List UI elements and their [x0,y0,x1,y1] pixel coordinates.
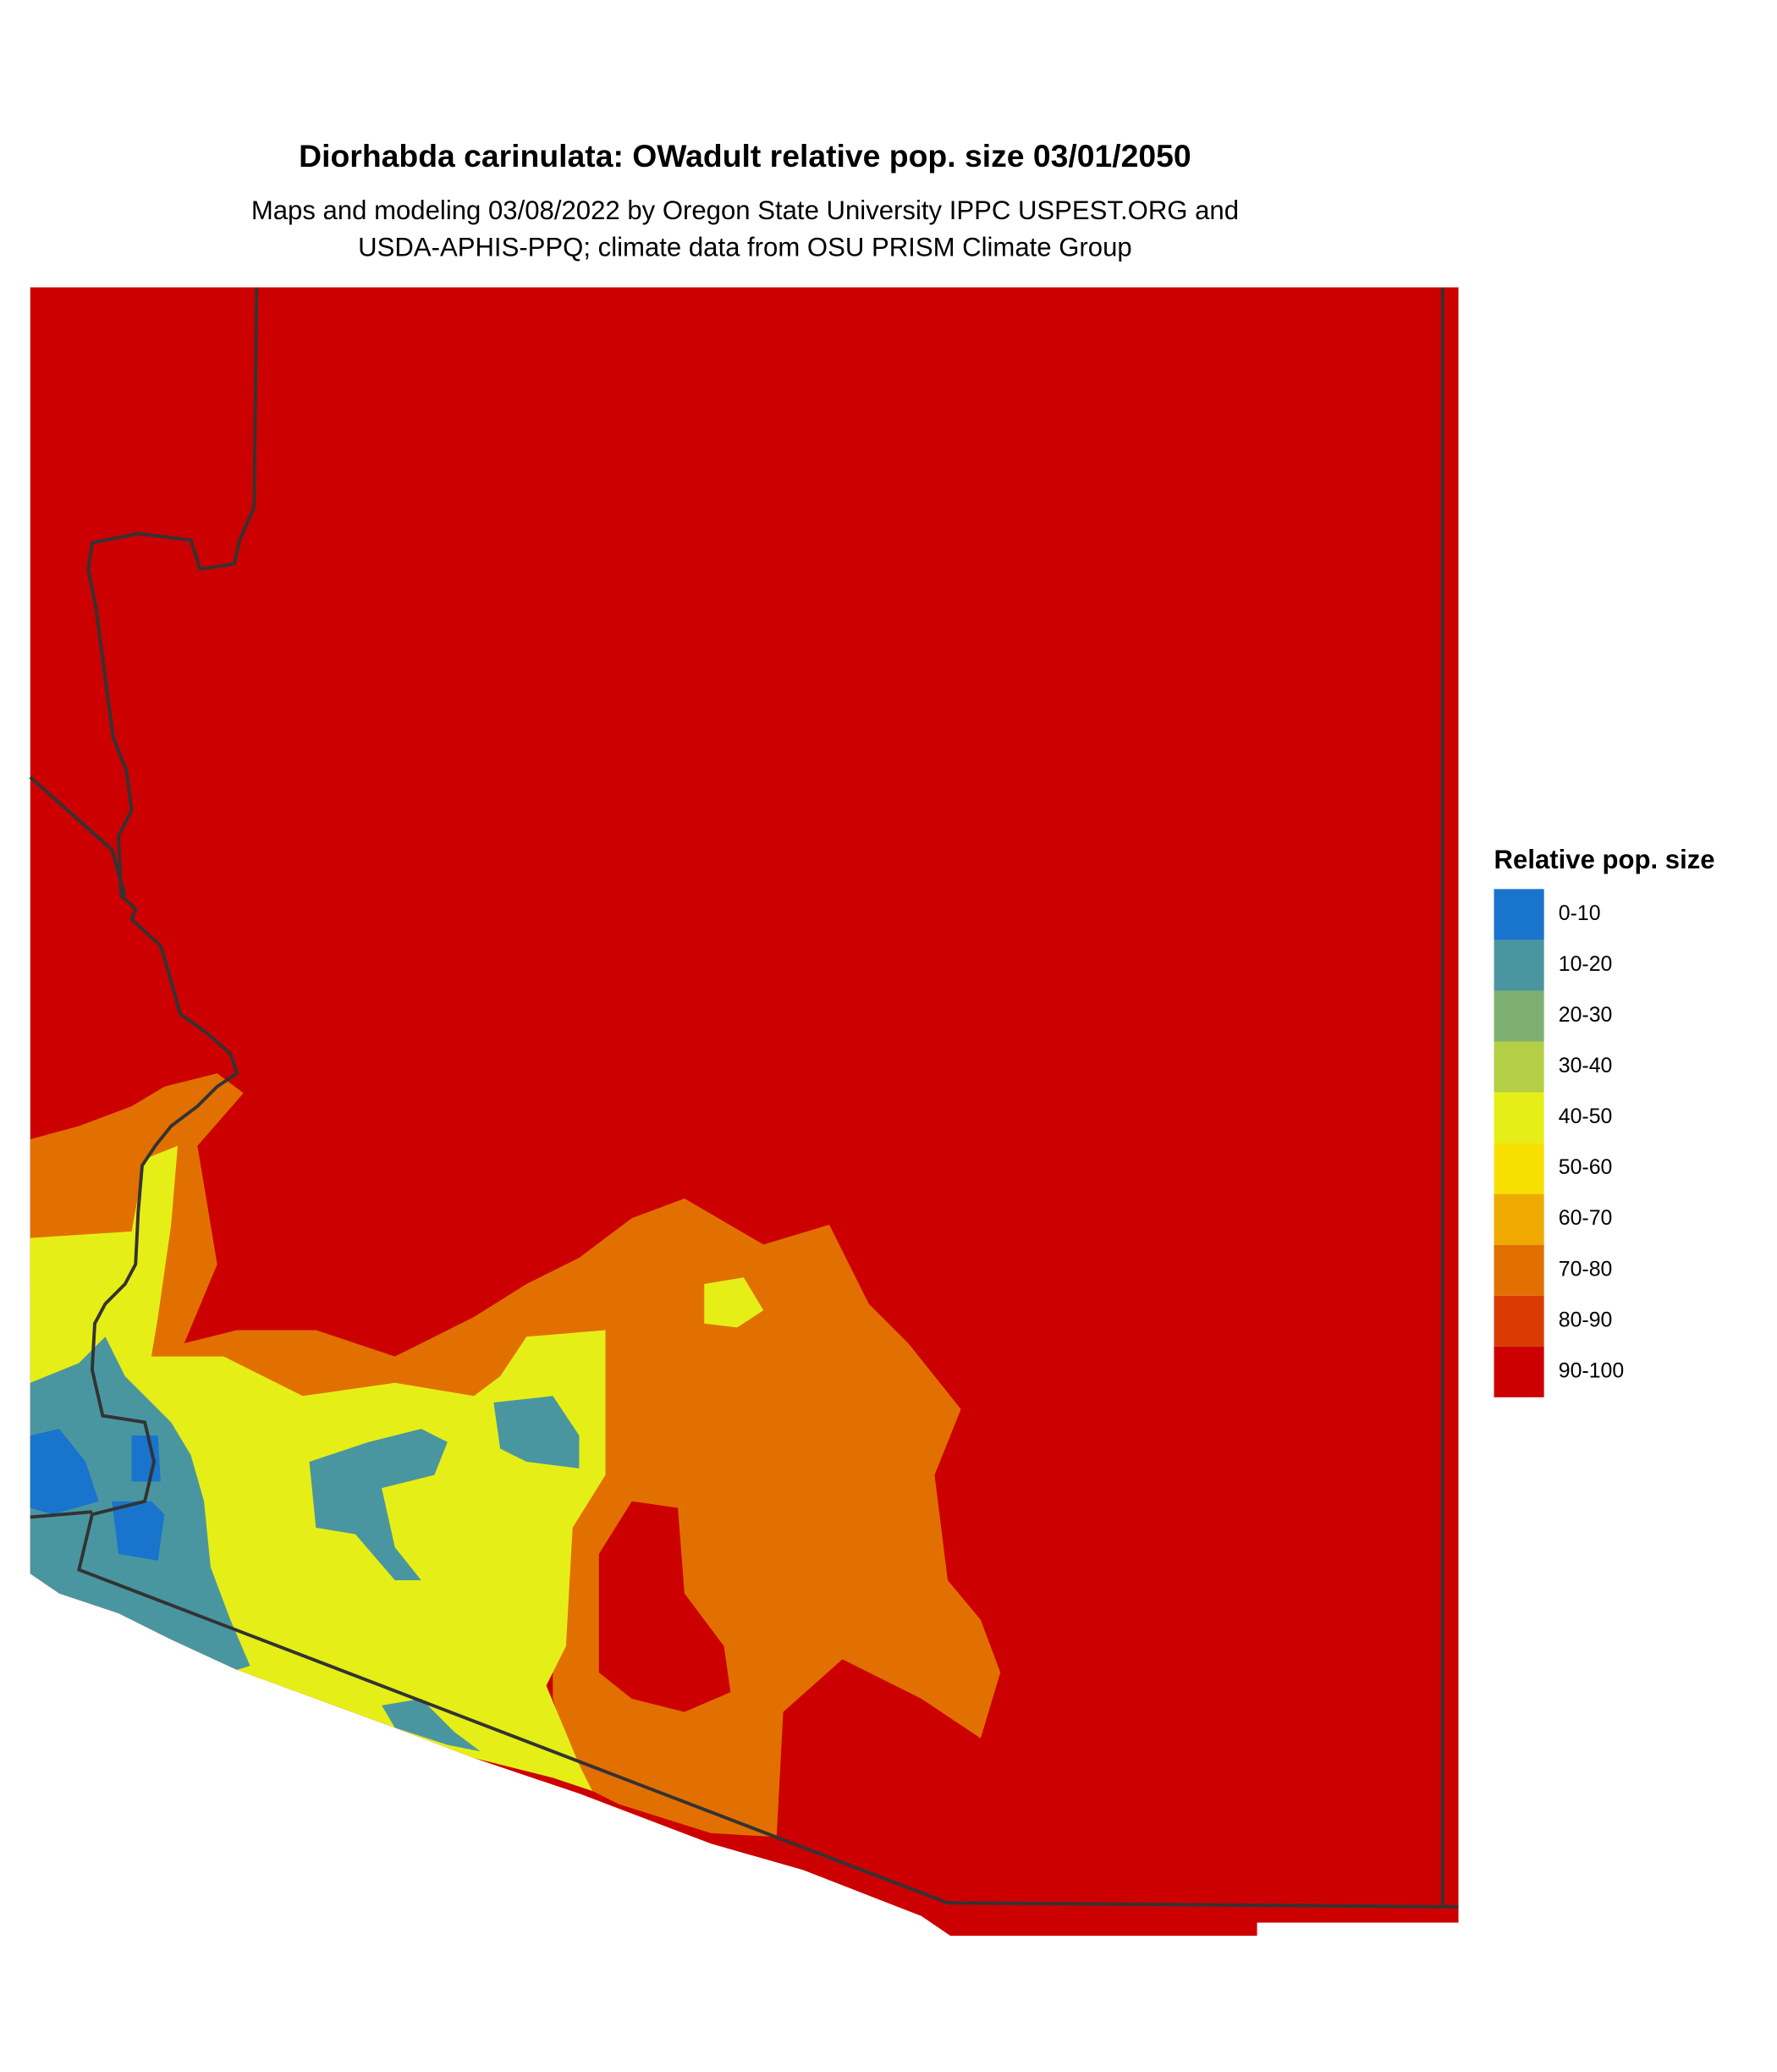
region-90-100-inner [598,1501,731,1712]
title: Diorhabda carinulata: OWadult relative p… [299,138,1191,174]
legend-swatch [1494,1143,1544,1194]
region-10-20-east [493,1396,580,1469]
region-0-10 [30,1429,99,1515]
legend-swatch [1494,1244,1544,1296]
subtitle: USDA-APHIS-PPQ; climate data from OSU PR… [358,233,1132,262]
region-40-50-east [704,1277,764,1328]
legend-swatch [1494,1092,1544,1143]
legend-label: 20-30 [1559,1003,1613,1027]
legend-label: 50-60 [1559,1155,1613,1179]
boundaries [29,287,1459,1909]
legend-label: 60-70 [1559,1206,1613,1230]
subtitle: Maps and modeling 03/08/2022 by Oregon S… [251,196,1239,225]
legend-label: 10-20 [1559,952,1613,976]
region-10-20-south [382,1699,481,1752]
legend-label: 0-10 [1559,901,1601,925]
region-10-20-mid [309,1429,448,1581]
legend-swatch [1494,1193,1544,1245]
legend-swatch [1494,990,1544,1042]
state-border [77,287,1459,1909]
state-border [29,775,127,896]
map [29,287,1459,1937]
legend-label: 70-80 [1559,1257,1613,1281]
legend-swatch [1494,940,1544,991]
state-border [30,1510,93,1519]
legend-title: Relative pop. size [1494,845,1715,874]
legend-swatch [1494,1041,1544,1093]
legend-label: 30-40 [1559,1054,1613,1077]
region-0-10-c [131,1435,161,1482]
legend: 0-10 10-20 20-30 30-40 40-50 50-60 60-70 70-80 8… [1494,889,1624,1397]
legend-swatch [1494,1295,1544,1347]
legend-label: 90-100 [1559,1358,1624,1382]
legend-swatch [1494,889,1544,940]
legend-swatch [1494,1346,1544,1397]
legend-label: 40-50 [1559,1105,1613,1128]
legend-label: 80-90 [1559,1308,1613,1331]
region-0-10-b [112,1501,165,1561]
